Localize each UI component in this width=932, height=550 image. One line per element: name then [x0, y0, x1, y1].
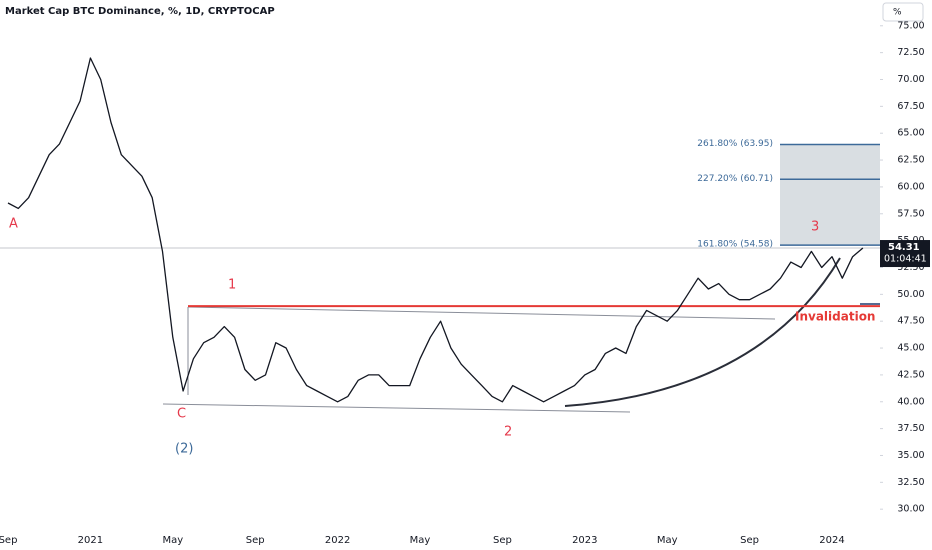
fib-label: 261.80% (63.95) — [697, 139, 773, 149]
y-tick-label: 62.50 — [897, 155, 924, 166]
y-tick-label: 52.50 — [897, 262, 924, 273]
chart-title: Market Cap BTC Dominance, %, 1D, CRYPTOC… — [5, 6, 275, 17]
y-tick-label: 35.00 — [897, 450, 924, 461]
price-tag — [880, 240, 930, 268]
unit-label: % — [893, 8, 902, 18]
x-tick-label: Sep — [0, 535, 17, 546]
x-tick-label: 2023 — [572, 535, 597, 546]
price-line — [7, 57, 864, 403]
y-tick-label: 37.50 — [897, 423, 924, 434]
x-tick-label: 2022 — [325, 535, 350, 546]
y-tick-label: 42.50 — [897, 369, 924, 380]
y-tick-label: 70.00 — [897, 74, 924, 85]
y-tick-label: 75.00 — [897, 20, 924, 31]
y-tick-label: 60.00 — [897, 181, 924, 192]
y-tick-label: 57.50 — [897, 208, 924, 219]
x-tick-label: May — [162, 535, 183, 546]
y-tick-label: 72.50 — [897, 47, 924, 58]
price-tag-value: 54.31 — [888, 242, 920, 253]
fib-label: 161.80% (54.58) — [697, 240, 773, 250]
wave-label: C — [177, 407, 186, 422]
y-tick-label: 65.00 — [897, 128, 924, 139]
arc — [564, 257, 841, 407]
y-tick-label: 40.00 — [897, 396, 924, 407]
y-tick-label: 45.00 — [897, 343, 924, 354]
x-tick-label: 2021 — [78, 535, 103, 546]
x-tick-label: Sep — [246, 535, 265, 546]
invalidation-label: Invalidation — [795, 310, 875, 324]
x-tick-label: Sep — [740, 535, 759, 546]
wave-label: 2 — [504, 425, 512, 440]
y-tick-label: 47.50 — [897, 316, 924, 327]
fib-zone — [780, 144, 880, 246]
wave-label: (2) — [175, 442, 193, 457]
wave-label: A — [9, 217, 18, 232]
y-tick-label: 32.50 — [897, 477, 924, 488]
trend-line — [187, 306, 776, 320]
fib-label: 227.20% (60.71) — [697, 174, 773, 184]
x-tick-label: Sep — [493, 535, 512, 546]
y-tick-label: 30.00 — [897, 504, 924, 515]
x-tick-label: May — [410, 535, 431, 546]
wave-label: 3 — [811, 220, 819, 235]
wave-label: 1 — [228, 278, 236, 293]
x-tick-label: 2024 — [819, 535, 844, 546]
x-tick-label: May — [657, 535, 678, 546]
unit-button[interactable] — [882, 2, 924, 22]
price-tag-countdown: 01:04:41 — [884, 254, 927, 265]
trend-line — [162, 403, 631, 413]
y-tick-label: 67.50 — [897, 101, 924, 112]
y-tick-label: 50.00 — [897, 289, 924, 300]
